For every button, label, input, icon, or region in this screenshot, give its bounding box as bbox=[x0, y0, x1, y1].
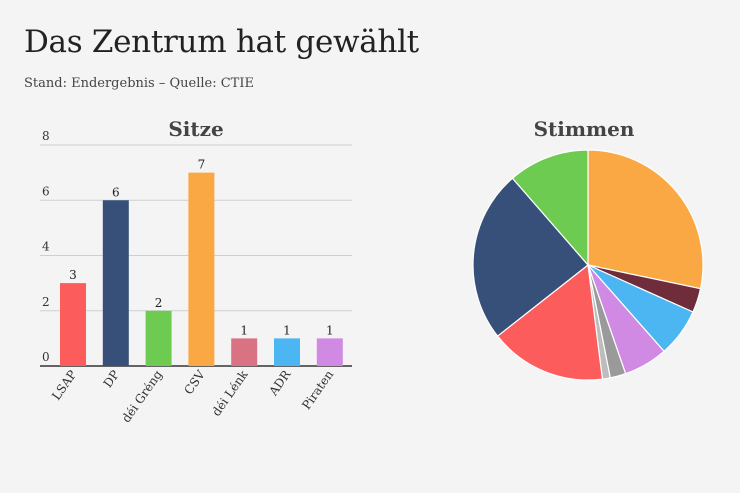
bar-value-label: 1 bbox=[240, 323, 248, 337]
x-tick-label: ADR bbox=[266, 367, 294, 399]
x-tick-label: LSAP bbox=[49, 368, 79, 403]
x-tick-label: Piraten bbox=[299, 367, 336, 412]
bar-value-label: 7 bbox=[198, 158, 206, 172]
bar-csv bbox=[188, 172, 215, 366]
bar-adr bbox=[274, 338, 300, 366]
bar-dp bbox=[102, 200, 129, 366]
x-tick-label: déi Gréng bbox=[119, 367, 165, 425]
bar-chart-title: Sitze bbox=[168, 117, 223, 141]
pie-slice bbox=[511, 149, 589, 267]
subtitle: Stand: Endergebnis – Quelle: CTIE bbox=[24, 76, 254, 91]
page-title: Das Zentrum hat gewählt bbox=[24, 24, 419, 60]
pie-slice bbox=[472, 177, 589, 337]
x-tick-label: déi Lénk bbox=[209, 367, 251, 419]
bar-piraten bbox=[316, 338, 343, 366]
bar-lsap bbox=[60, 283, 86, 366]
pie-chart-title: Stimmen bbox=[534, 117, 635, 141]
pie-slice bbox=[496, 263, 604, 381]
bar-déi-lénk bbox=[231, 338, 258, 366]
x-tick-label: CSV bbox=[181, 367, 208, 397]
x-tick-label: DP bbox=[101, 368, 123, 391]
y-tick-label: 0 bbox=[42, 350, 50, 364]
bar-chart-seats: Sitze 0 2 4 6 8 3 LSAP 6 DP 2 déi Gréng 7 CSV 1 déi L… bbox=[40, 117, 352, 425]
y-tick-label: 2 bbox=[42, 295, 50, 309]
bar-value-label: 6 bbox=[112, 185, 120, 199]
pie-slice bbox=[587, 149, 704, 290]
pie-chart-votes: Stimmen bbox=[472, 117, 704, 381]
y-tick-label: 6 bbox=[42, 184, 50, 198]
bar-value-label: 1 bbox=[326, 323, 334, 337]
bar-value-label: 2 bbox=[155, 296, 163, 310]
bar-value-label: 3 bbox=[69, 268, 77, 282]
bar-value-label: 1 bbox=[283, 323, 291, 337]
bar-déi-gréng bbox=[145, 310, 172, 366]
y-tick-label: 4 bbox=[42, 240, 50, 254]
y-tick-label: 8 bbox=[42, 129, 50, 143]
